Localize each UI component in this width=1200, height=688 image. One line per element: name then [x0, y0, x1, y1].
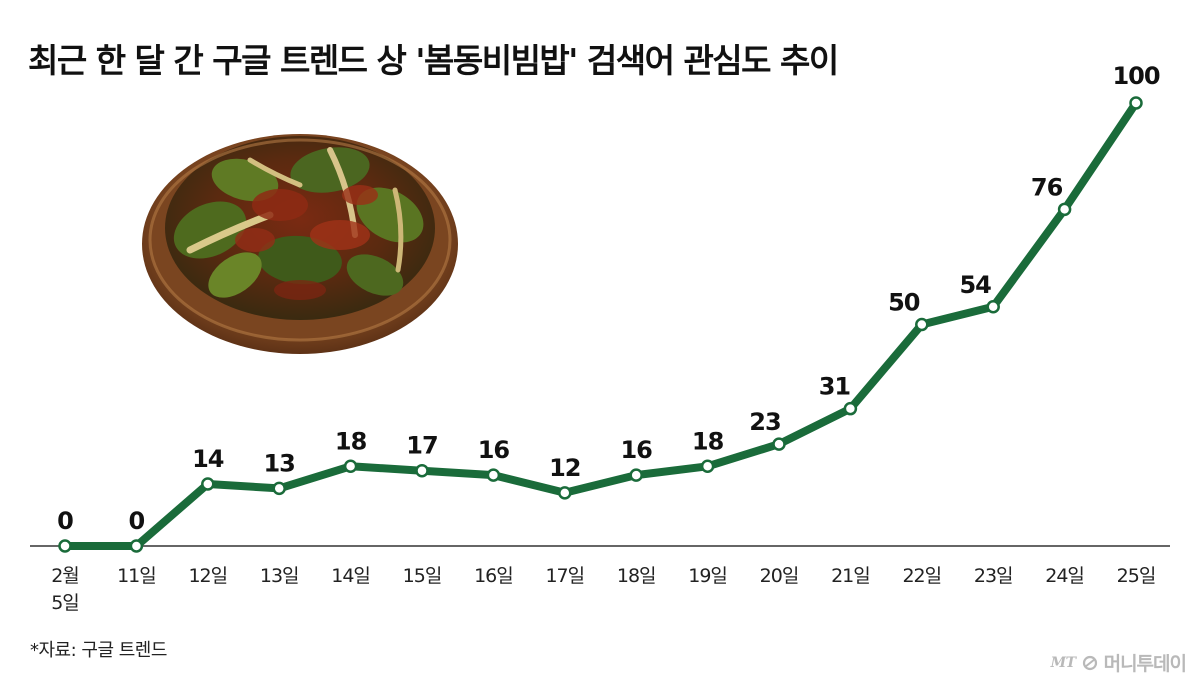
data-point-marker	[915, 317, 929, 332]
data-label: 100	[1112, 62, 1159, 90]
source-note: *자료: 구글 트렌드	[30, 640, 167, 661]
data-point-marker	[129, 539, 144, 553]
x-tick-label: 14일	[331, 565, 370, 587]
data-label: 0	[129, 507, 145, 535]
x-tick-label: 16일	[474, 565, 513, 587]
data-label: 16	[620, 436, 652, 464]
x-tick-label: 2월	[51, 565, 79, 587]
x-tick-label: 23일	[974, 565, 1013, 587]
data-point-marker	[558, 486, 572, 500]
data-label: 31	[819, 373, 851, 401]
x-tick-label: 19일	[688, 565, 727, 587]
data-label: 0	[57, 507, 73, 535]
data-label: 18	[692, 427, 724, 455]
x-tick-label: 15일	[403, 565, 442, 587]
x-tick-label: 13일	[260, 565, 299, 587]
x-tick-label: 11일	[117, 565, 156, 587]
watermark-logo-mark: MT	[1050, 654, 1076, 671]
watermark: MT 머니투데이	[1050, 649, 1187, 676]
data-label: 12	[549, 454, 580, 482]
chart-title: 최근 한 달 간 구글 트렌드 상 '봄동비빔밥' 검색어 관심도 추이	[28, 41, 839, 80]
x-tick-label: 18일	[617, 565, 656, 587]
data-label: 18	[335, 427, 367, 455]
data-label: 17	[406, 432, 437, 460]
data-point-marker	[700, 459, 715, 474]
x-tick-label: 25일	[1117, 565, 1156, 587]
x-tick-label: 24일	[1045, 565, 1084, 587]
data-label: 50	[888, 289, 920, 317]
data-label: 54	[959, 271, 991, 299]
series-line	[61, 99, 1140, 550]
watermark-text: 머니투데이	[1103, 653, 1187, 675]
data-point-marker	[986, 300, 1000, 314]
x-tick-label: 12일	[188, 565, 227, 587]
data-point-marker	[1129, 96, 1143, 110]
data-point-marker	[486, 468, 501, 482]
data-point-marker	[201, 477, 215, 491]
data-point-marker	[629, 468, 643, 482]
data-label: 14	[192, 445, 224, 473]
data-point-marker	[58, 539, 72, 553]
data-point-marker	[415, 463, 429, 478]
x-tick-label: 20일	[760, 565, 799, 587]
x-tick-label: 21일	[831, 565, 870, 587]
x-tick-label: 22일	[902, 565, 941, 587]
x-tick-label: 5일	[51, 592, 79, 614]
data-point-marker	[272, 481, 286, 496]
data-point-marker	[772, 437, 786, 451]
bomdong-bibimbap-bowl-photo	[142, 134, 458, 354]
data-point-marker	[343, 459, 358, 474]
x-tick-label: 17일	[545, 565, 584, 587]
data-point-marker	[1057, 202, 1072, 217]
data-label: 16	[478, 436, 510, 464]
data-point-marker	[843, 401, 858, 416]
watermark-swoosh-icon	[1082, 655, 1097, 670]
data-label: 13	[263, 449, 294, 477]
data-label: 23	[749, 408, 780, 436]
data-label: 76	[1031, 173, 1063, 201]
